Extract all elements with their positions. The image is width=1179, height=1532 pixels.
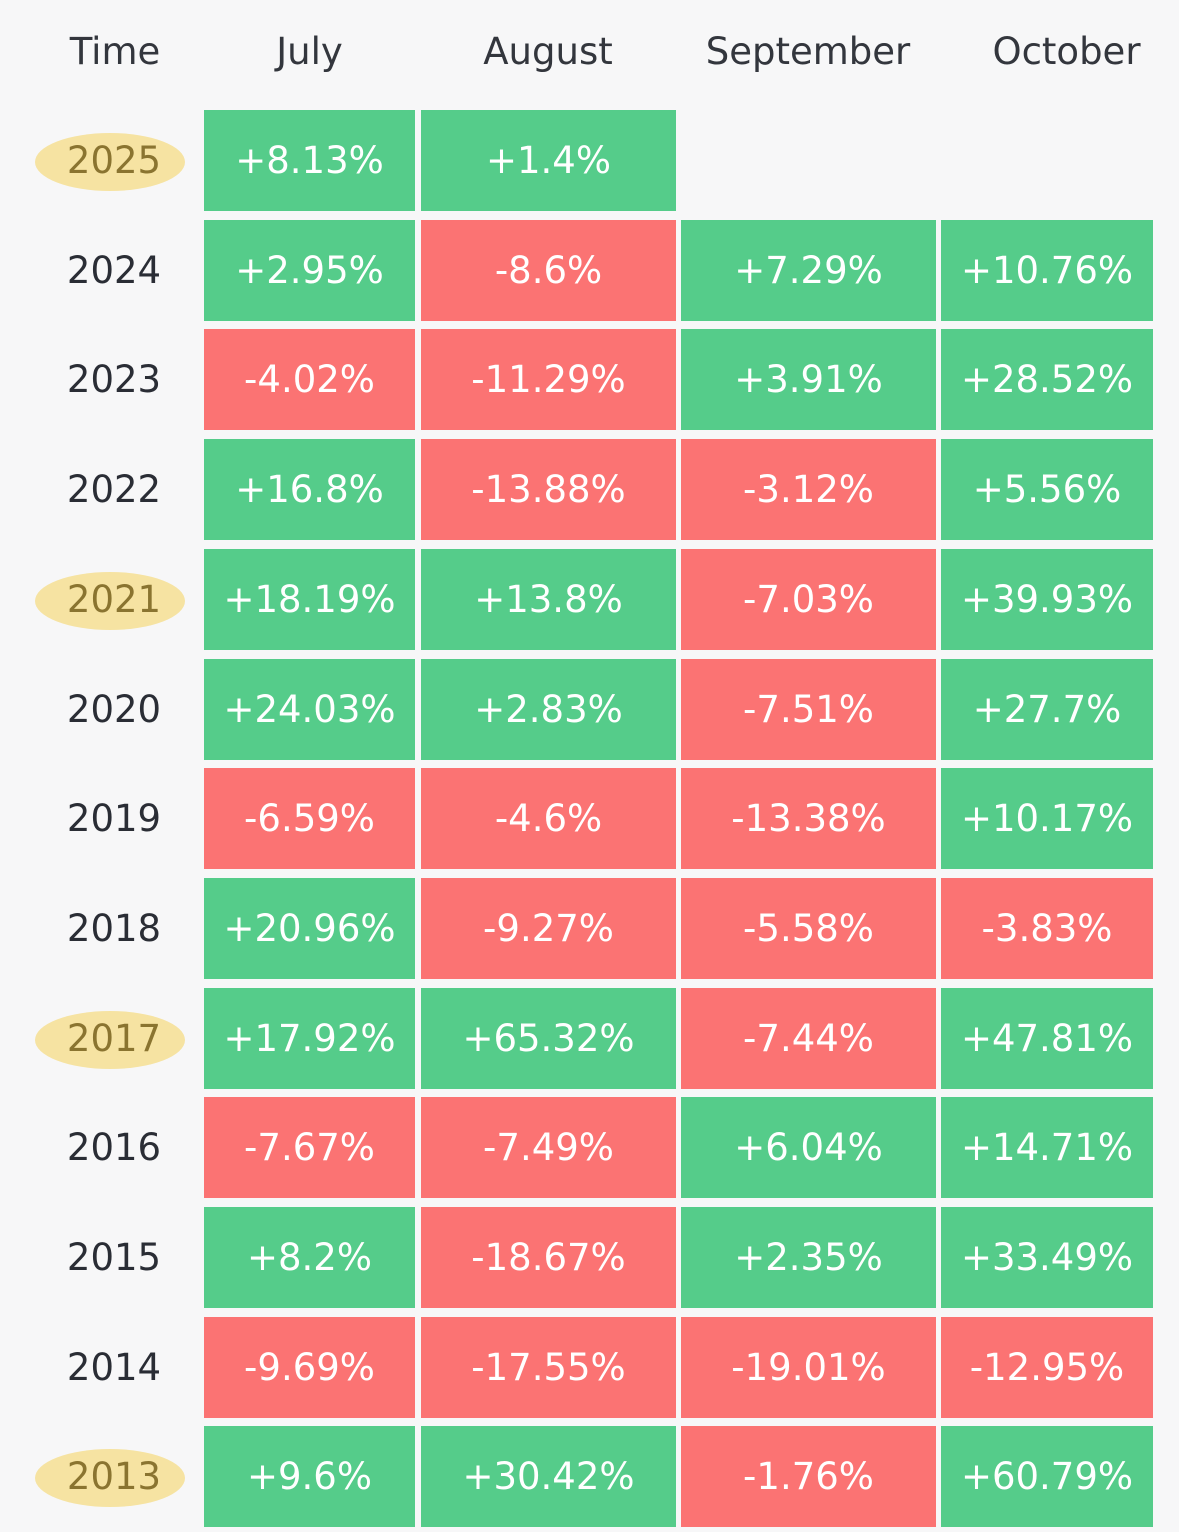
year-label-2019: 2019 [66,797,162,841]
cell-2020-september: -7.51% [681,658,936,760]
year-label-2016: 2016 [66,1126,162,1170]
year-label-2023: 2023 [66,358,162,402]
cell-2013-july: +9.6% [204,1426,415,1528]
cell-2023-september: +3.91% [681,329,936,431]
cell-2019-september: -13.38% [681,768,936,870]
cell-2013-october: +60.79% [941,1426,1153,1528]
header-october: October [992,30,1141,73]
cell-2017-september: -7.44% [681,987,936,1089]
cell-2016-july: -7.67% [204,1097,415,1199]
cell-2017-august: +65.32% [421,987,676,1089]
cell-2019-august: -4.6% [421,768,676,870]
cell-2020-august: +2.83% [421,658,676,760]
cell-2016-september: +6.04% [681,1097,936,1199]
cell-2021-july: +18.19% [204,548,415,650]
header-september: September [705,30,911,73]
cell-2020-october: +27.7% [941,658,1153,760]
cell-2019-july: -6.59% [204,768,415,870]
year-highlight-2021 [35,571,185,630]
year-label-2020: 2020 [66,687,162,731]
cell-2013-september: -1.76% [681,1426,936,1528]
cell-2022-october: +5.56% [941,439,1153,541]
cell-2024-september: +7.29% [681,219,936,321]
year-label-2025: 2025 [66,139,162,182]
year-label-2022: 2022 [66,468,162,512]
cell-2021-august: +13.8% [421,548,676,650]
cell-2022-july: +16.8% [204,439,415,541]
cell-2014-october: -12.95% [941,1316,1153,1418]
year-label-2014: 2014 [66,1345,162,1389]
cell-2024-october: +10.76% [941,219,1153,321]
cell-2023-july: -4.02% [204,329,415,431]
cell-2021-october: +39.93% [941,548,1153,650]
year-label-2024: 2024 [66,248,162,292]
year-highlight-2013 [35,1449,185,1508]
cell-2015-september: +2.35% [681,1207,936,1308]
cell-2015-august: -18.67% [421,1207,676,1308]
cell-2023-august: -11.29% [421,329,676,431]
cell-2024-august: -8.6% [421,219,676,321]
cell-2018-october: -3.83% [941,877,1153,979]
year-highlight-2025 [35,133,185,191]
cell-2024-july: +2.95% [204,219,415,321]
header-time: Time [69,30,161,73]
cell-2025-july: +8.13% [204,110,415,211]
cell-2018-september: -5.58% [681,877,936,979]
cell-2019-october: +10.17% [941,768,1153,870]
cell-2022-august: -13.88% [421,439,676,541]
cell-2015-july: +8.2% [204,1207,415,1308]
cell-2014-july: -9.69% [204,1316,415,1418]
cell-2020-july: +24.03% [204,658,415,760]
cell-2021-september: -7.03% [681,548,936,650]
cell-2025-august: +1.4% [421,110,676,211]
cell-2014-august: -17.55% [421,1316,676,1418]
header-august: August [483,30,613,73]
year-highlight-2017 [35,1010,185,1069]
cell-2015-october: +33.49% [941,1207,1153,1308]
cell-2017-july: +17.92% [204,987,415,1089]
cell-2017-october: +47.81% [941,987,1153,1089]
year-label-2013: 2013 [66,1455,162,1499]
year-label-2015: 2015 [66,1236,162,1279]
cell-2023-october: +28.52% [941,329,1153,431]
cell-2016-october: +14.71% [941,1097,1153,1199]
cell-2018-july: +20.96% [204,877,415,979]
cell-2016-august: -7.49% [421,1097,676,1199]
cell-2013-august: +30.42% [421,1426,676,1528]
year-label-2021: 2021 [66,577,162,621]
cell-2014-september: -19.01% [681,1316,936,1418]
cell-2022-september: -3.12% [681,439,936,541]
header-july: July [276,30,343,73]
year-label-2018: 2018 [66,906,162,950]
cell-2018-august: -9.27% [421,877,676,979]
year-label-2017: 2017 [66,1016,162,1060]
